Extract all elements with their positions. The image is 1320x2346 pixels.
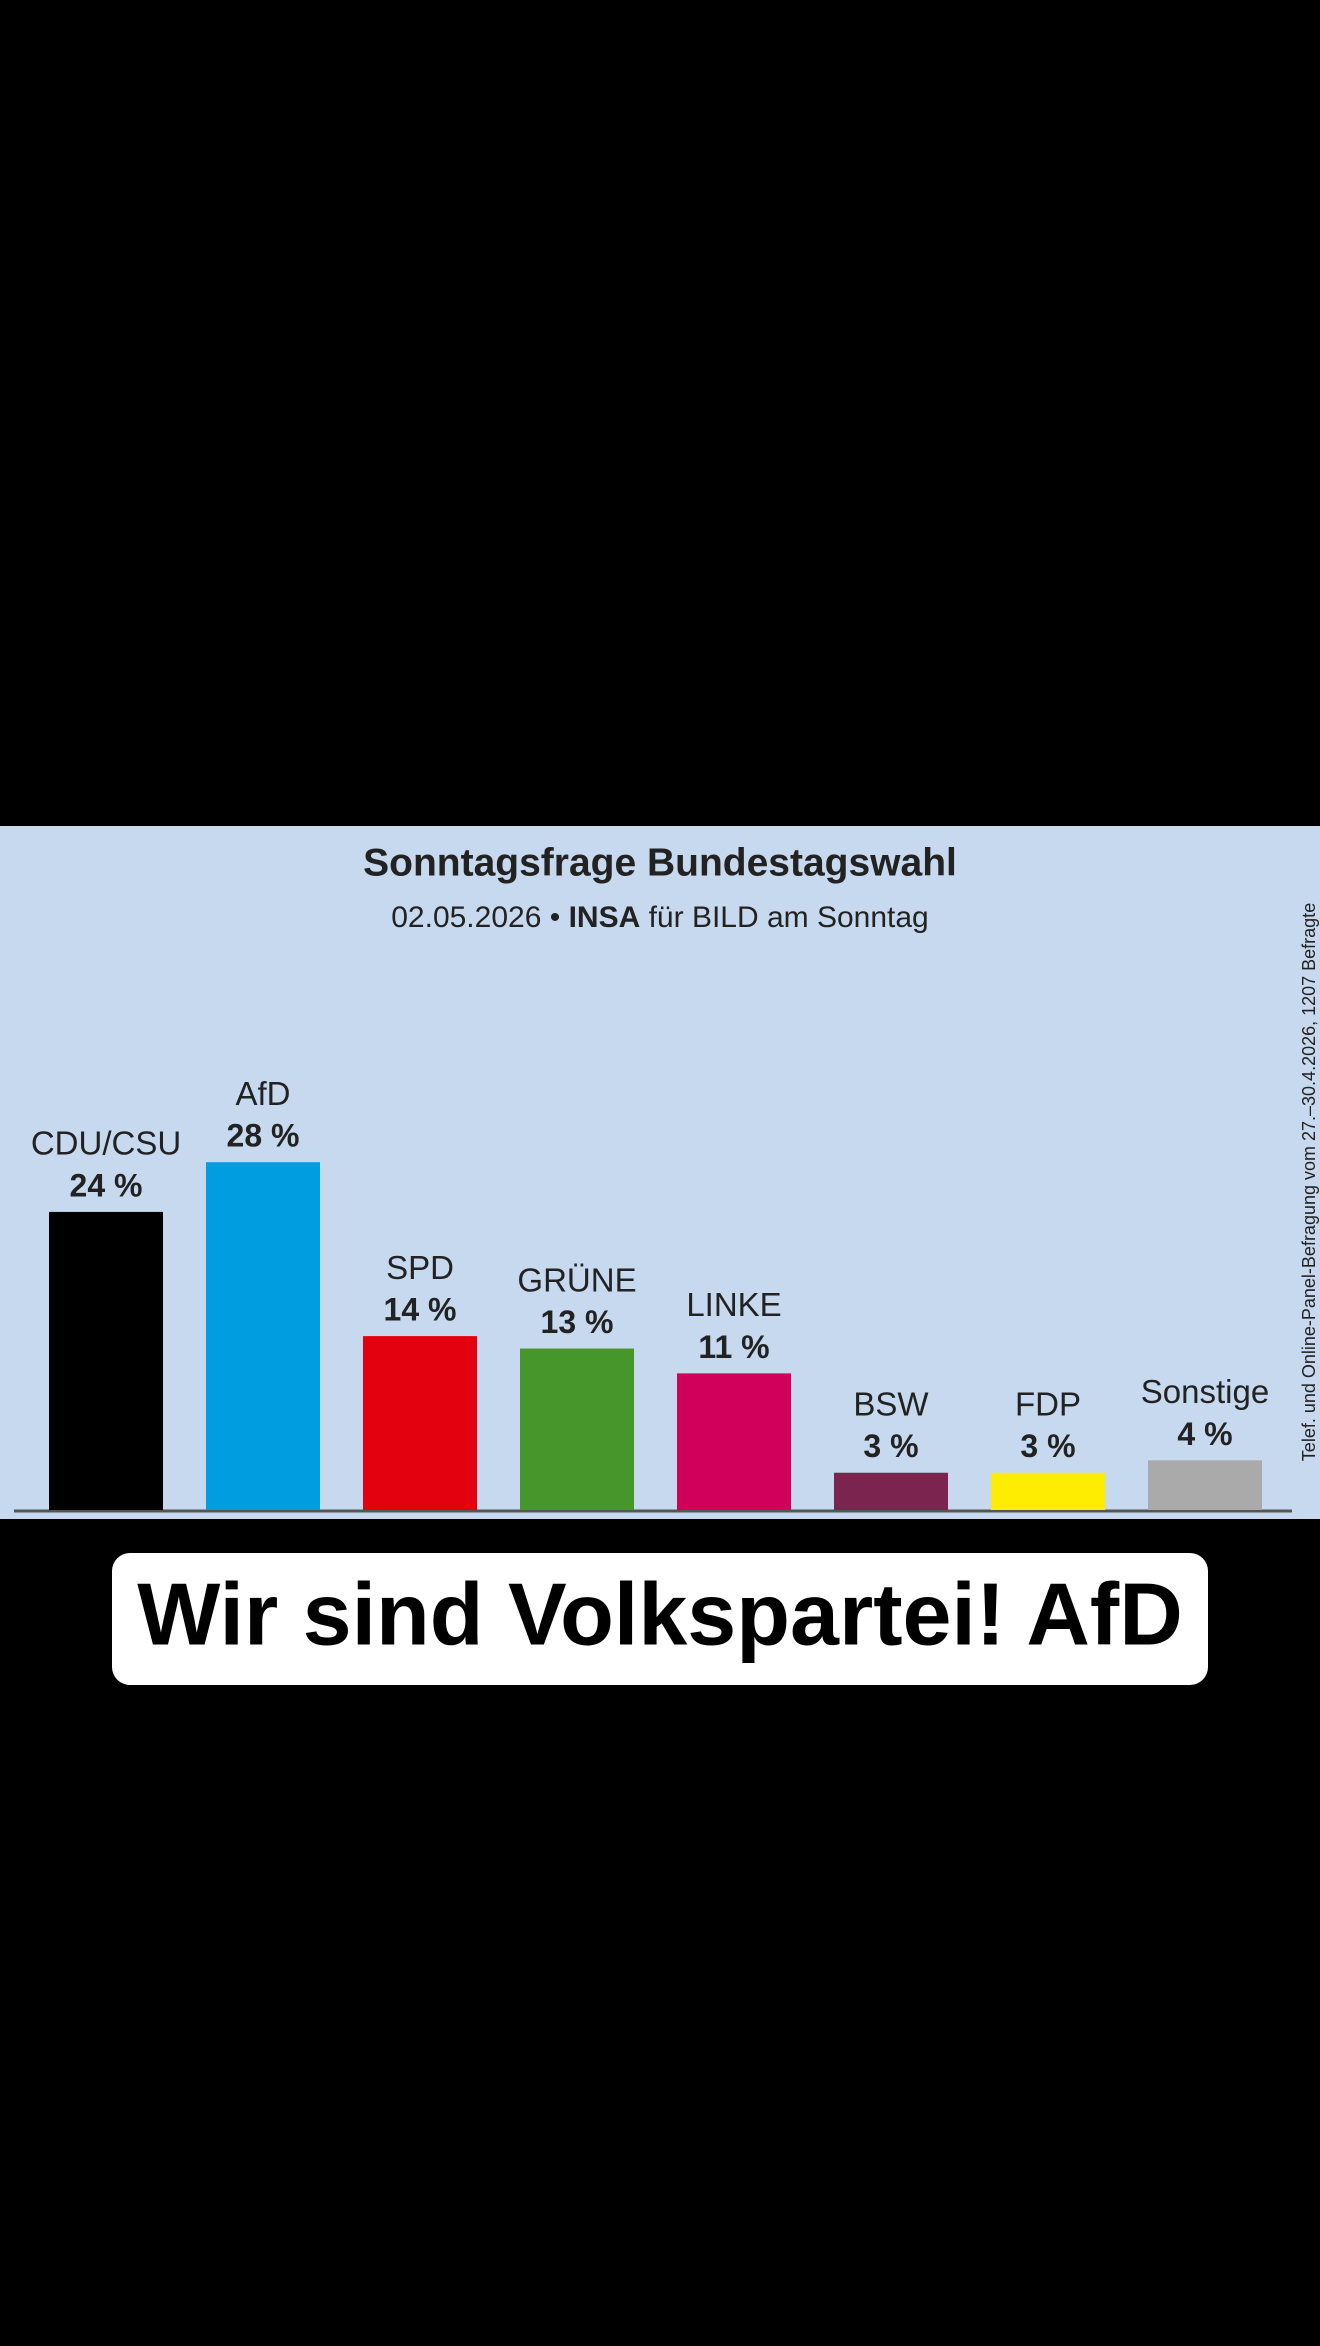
- category-label: FDP: [1015, 1385, 1081, 1422]
- bar: [520, 1348, 634, 1510]
- category-label: SPD: [386, 1249, 454, 1286]
- bar: [991, 1472, 1105, 1510]
- value-label: 28 %: [227, 1118, 300, 1154]
- value-label: 11 %: [698, 1329, 769, 1365]
- subtitle-client: für BILD am Sonntag: [649, 901, 929, 934]
- category-label: BSW: [853, 1385, 929, 1422]
- chart-title: Sonntagsfrage Bundestagswahl: [363, 841, 957, 884]
- value-label: 3 %: [1020, 1428, 1075, 1464]
- category-label: Sonstige: [1141, 1373, 1269, 1410]
- caption-box: [112, 1553, 1208, 1685]
- category-label: LINKE: [686, 1286, 781, 1323]
- bar: [363, 1336, 477, 1510]
- category-label: AfD: [235, 1075, 290, 1112]
- value-label: 4 %: [1177, 1416, 1232, 1452]
- bar: [834, 1472, 948, 1510]
- bar: [1148, 1460, 1262, 1510]
- category-label: CDU/CSU: [31, 1125, 181, 1162]
- chart-subtitle: 02.05.2026 • INSA für BILD am Sonntag: [391, 901, 929, 934]
- subtitle-source: INSA: [569, 901, 641, 934]
- caption: Wir sind Volkspartei! AfD: [137, 1564, 1183, 1663]
- subtitle-date: 02.05.2026 •: [391, 901, 560, 934]
- value-label: 24 %: [70, 1167, 143, 1203]
- value-label: 3 %: [863, 1428, 918, 1464]
- bar: [206, 1162, 320, 1510]
- value-label: 14 %: [384, 1292, 457, 1328]
- bar: [49, 1211, 163, 1510]
- category-label: GRÜNE: [517, 1261, 636, 1298]
- value-label: 13 %: [541, 1304, 614, 1340]
- method-note: Telef. und Online-Panel-Befragung vom 27…: [1299, 903, 1319, 1461]
- bar: [677, 1373, 791, 1510]
